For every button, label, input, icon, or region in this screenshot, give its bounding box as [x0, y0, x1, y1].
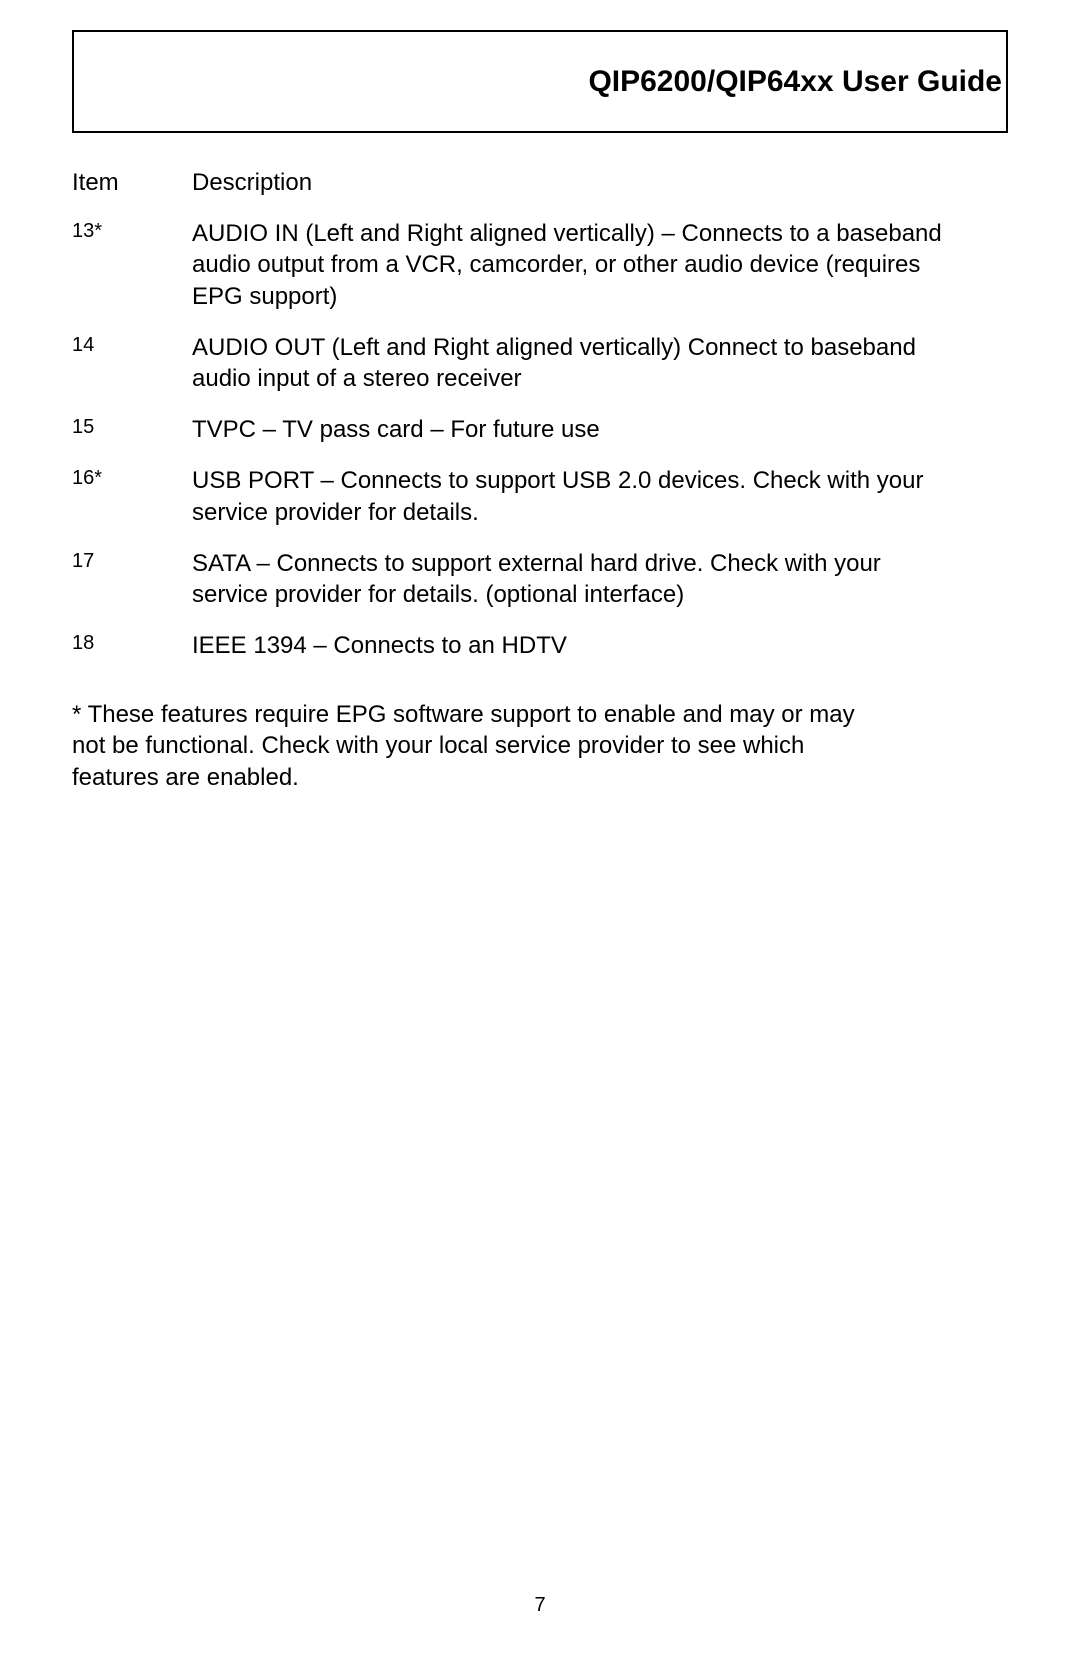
table-row: 13* AUDIO IN (Left and Right aligned ver… [72, 208, 1008, 322]
column-header-description: Description [192, 157, 1008, 208]
item-cell: 16* [72, 455, 192, 537]
item-cell: 14 [72, 322, 192, 404]
item-cell: 13* [72, 208, 192, 322]
table-header-row: Item Description [72, 157, 1008, 208]
table-row: 17 SATA – Connects to support external h… [72, 538, 1008, 620]
description-cell: SATA – Connects to support external hard… [192, 538, 1008, 620]
table-row: 18 IEEE 1394 – Connects to an HDTV [72, 620, 1008, 671]
page-number: 7 [0, 1594, 1080, 1617]
item-cell: 15 [72, 404, 192, 455]
table-row: 16* USB PORT – Connects to support USB 2… [72, 455, 1008, 537]
page-title: QIP6200/QIP64xx User Guide [588, 65, 1002, 99]
item-cell: 17 [72, 538, 192, 620]
column-header-item: Item [72, 157, 192, 208]
table-row: 15 TVPC – TV pass card – For future use [72, 404, 1008, 455]
footnote-text: * These features require EPG software su… [72, 671, 1008, 793]
description-cell: TVPC – TV pass card – For future use [192, 404, 1008, 455]
description-cell: AUDIO IN (Left and Right aligned vertica… [192, 208, 1008, 322]
item-description-table: Item Description 13* AUDIO IN (Left and … [72, 157, 1008, 671]
document-page: QIP6200/QIP64xx User Guide Item Descript… [0, 0, 1080, 1669]
table-row: 14 AUDIO OUT (Left and Right aligned ver… [72, 322, 1008, 404]
description-cell: USB PORT – Connects to support USB 2.0 d… [192, 455, 1008, 537]
header-box: QIP6200/QIP64xx User Guide [72, 30, 1008, 133]
description-cell: IEEE 1394 – Connects to an HDTV [192, 620, 1008, 671]
content-area: Item Description 13* AUDIO IN (Left and … [72, 133, 1008, 793]
item-cell: 18 [72, 620, 192, 671]
description-cell: AUDIO OUT (Left and Right aligned vertic… [192, 322, 1008, 404]
